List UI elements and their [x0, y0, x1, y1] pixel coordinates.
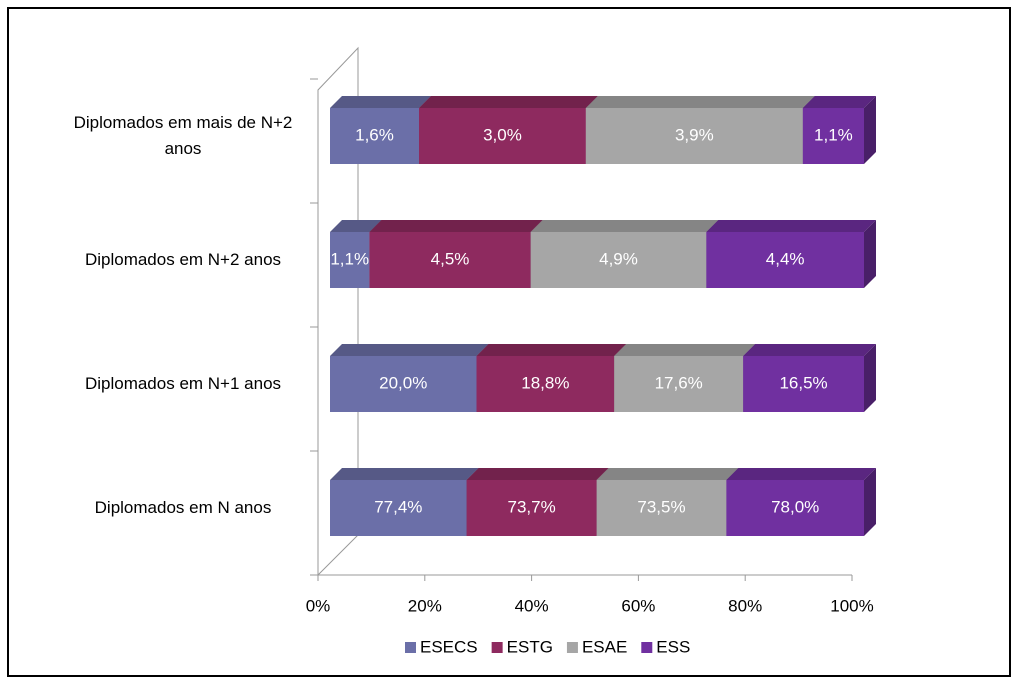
bar-front: [369, 232, 531, 288]
data-label: 4,4%: [766, 249, 805, 268]
bar-front: [476, 356, 615, 412]
data-label: 73,7%: [508, 497, 556, 516]
category-label: Diplomados em mais de N+2 anos: [73, 113, 293, 158]
bar-side: [864, 96, 876, 164]
floor-edge: [317, 534, 359, 576]
x-tick-label: 40%: [515, 596, 549, 615]
bar-front: [330, 480, 467, 536]
legend-label: ESECS: [420, 637, 478, 656]
bar-top: [802, 96, 876, 108]
bar-front: [530, 232, 707, 288]
x-tick-label: 60%: [621, 596, 655, 615]
data-label: 3,0%: [483, 125, 522, 144]
bar-top: [330, 220, 382, 232]
data-label: 18,8%: [521, 373, 569, 392]
legend-swatch: [641, 642, 653, 653]
bar-front: [419, 108, 586, 164]
back-wall: [317, 46, 359, 575]
legend-swatch: [566, 642, 578, 653]
legend-label: ESS: [656, 637, 690, 656]
data-label: 77,4%: [374, 497, 422, 516]
category-label: Diplomados em N anos: [94, 498, 272, 517]
bar-top: [743, 344, 876, 356]
bar-top: [330, 96, 431, 108]
bar-front: [743, 356, 864, 412]
x-tick-label: 20%: [408, 596, 442, 615]
bar-top: [726, 468, 876, 480]
bar-front: [330, 232, 370, 288]
data-label: 16,5%: [779, 373, 827, 392]
bar-front: [585, 108, 803, 164]
bar-top: [466, 468, 609, 480]
legend-swatch: [491, 642, 503, 653]
bar-side: [864, 468, 876, 536]
bar-top: [476, 344, 627, 356]
category-label: Diplomados em N+1 anos: [84, 374, 282, 393]
bar-top: [530, 220, 719, 232]
bar-top: [330, 468, 479, 480]
data-label: 78,0%: [771, 497, 819, 516]
legend-swatch: [405, 642, 416, 653]
legend-label: ESAE: [582, 637, 627, 656]
data-label: 1,1%: [814, 125, 853, 144]
bar-side: [864, 344, 876, 412]
bar-top: [596, 468, 739, 480]
bar-top: [614, 344, 756, 356]
bar-side: [864, 220, 876, 288]
bar-top: [585, 96, 815, 108]
bar-front: [330, 356, 477, 412]
x-tick-label: 100%: [830, 596, 873, 615]
data-label: 20,0%: [379, 373, 427, 392]
bar-front: [706, 232, 864, 288]
bar-front: [614, 356, 744, 412]
data-label: 1,1%: [330, 249, 369, 268]
data-label: 73,5%: [637, 497, 685, 516]
bar-top: [330, 344, 489, 356]
data-label: 4,9%: [599, 249, 638, 268]
data-label: 17,6%: [655, 373, 703, 392]
bar-front: [596, 480, 727, 536]
category-label: Diplomados em N+2 anos: [84, 250, 282, 269]
data-label: 3,9%: [675, 125, 714, 144]
legend-label: ESTG: [507, 637, 553, 656]
bar-top: [369, 220, 543, 232]
x-tick-label: 0%: [306, 596, 331, 615]
bar-top: [419, 96, 598, 108]
bar-front: [726, 480, 864, 536]
data-label: 4,5%: [431, 249, 470, 268]
bar-front: [802, 108, 864, 164]
bar-front: [330, 108, 419, 164]
data-label: 1,6%: [355, 125, 394, 144]
x-tick-label: 80%: [728, 596, 762, 615]
bar-front: [466, 480, 597, 536]
bar-top: [706, 220, 876, 232]
